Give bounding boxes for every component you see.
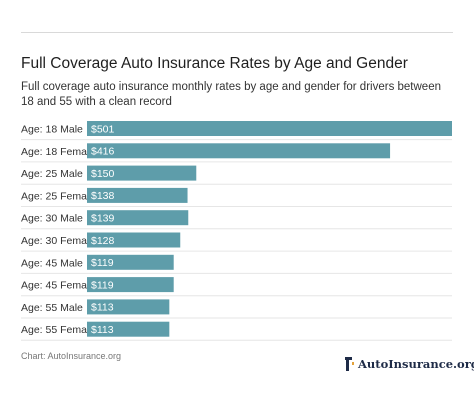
category-label: Age: 30 Male bbox=[21, 213, 83, 225]
category-label: Age: 25 Male bbox=[21, 168, 83, 180]
bar bbox=[87, 210, 189, 226]
bar bbox=[87, 232, 181, 248]
category-label: Age: 30 Female bbox=[21, 235, 95, 247]
bar bbox=[87, 187, 188, 203]
bar-chart: Age: 18 Male $501 Age: 18 Female$416 Age: 2… bbox=[21, 121, 452, 341]
category-label: Age: 55 Female bbox=[21, 324, 95, 336]
data-label: $119 bbox=[91, 279, 114, 291]
data-label: $416 bbox=[91, 146, 115, 158]
chart-subtitle: Full coverage auto insurance monthly rat… bbox=[21, 81, 441, 108]
chart-source: Chart: AutoInsurance.org bbox=[21, 351, 122, 361]
shield-logo-icon bbox=[345, 357, 354, 371]
bar bbox=[87, 299, 170, 315]
bar bbox=[87, 165, 197, 181]
bar bbox=[87, 277, 174, 293]
category-label: Age: 45 Female bbox=[21, 280, 95, 292]
category-label: Age: 18 Male bbox=[21, 124, 83, 136]
category-label: Age: 25 Female bbox=[21, 190, 95, 202]
bar bbox=[87, 143, 391, 159]
data-label: $501 bbox=[91, 123, 115, 135]
top-divider bbox=[21, 32, 453, 33]
brand-logo[interactable]: AutoInsurance.org bbox=[343, 355, 474, 373]
data-label: $119 bbox=[91, 257, 114, 269]
data-label: $139 bbox=[91, 213, 115, 225]
bar bbox=[87, 121, 452, 136]
chart-title: Full Coverage Auto Insurance Rates by Ag… bbox=[21, 55, 408, 72]
bar bbox=[87, 254, 174, 270]
data-label: $138 bbox=[91, 190, 115, 202]
data-label: $128 bbox=[91, 235, 115, 247]
brand-name: AutoInsurance.org bbox=[358, 357, 474, 371]
category-label: Age: 45 Male bbox=[21, 257, 83, 269]
category-label: Age: 18 Female bbox=[21, 146, 95, 158]
bar bbox=[87, 321, 170, 337]
data-label: $150 bbox=[91, 168, 115, 180]
category-label: Age: 55 Male bbox=[21, 302, 83, 314]
data-label: $113 bbox=[91, 324, 114, 336]
data-label: $113 bbox=[91, 302, 114, 314]
